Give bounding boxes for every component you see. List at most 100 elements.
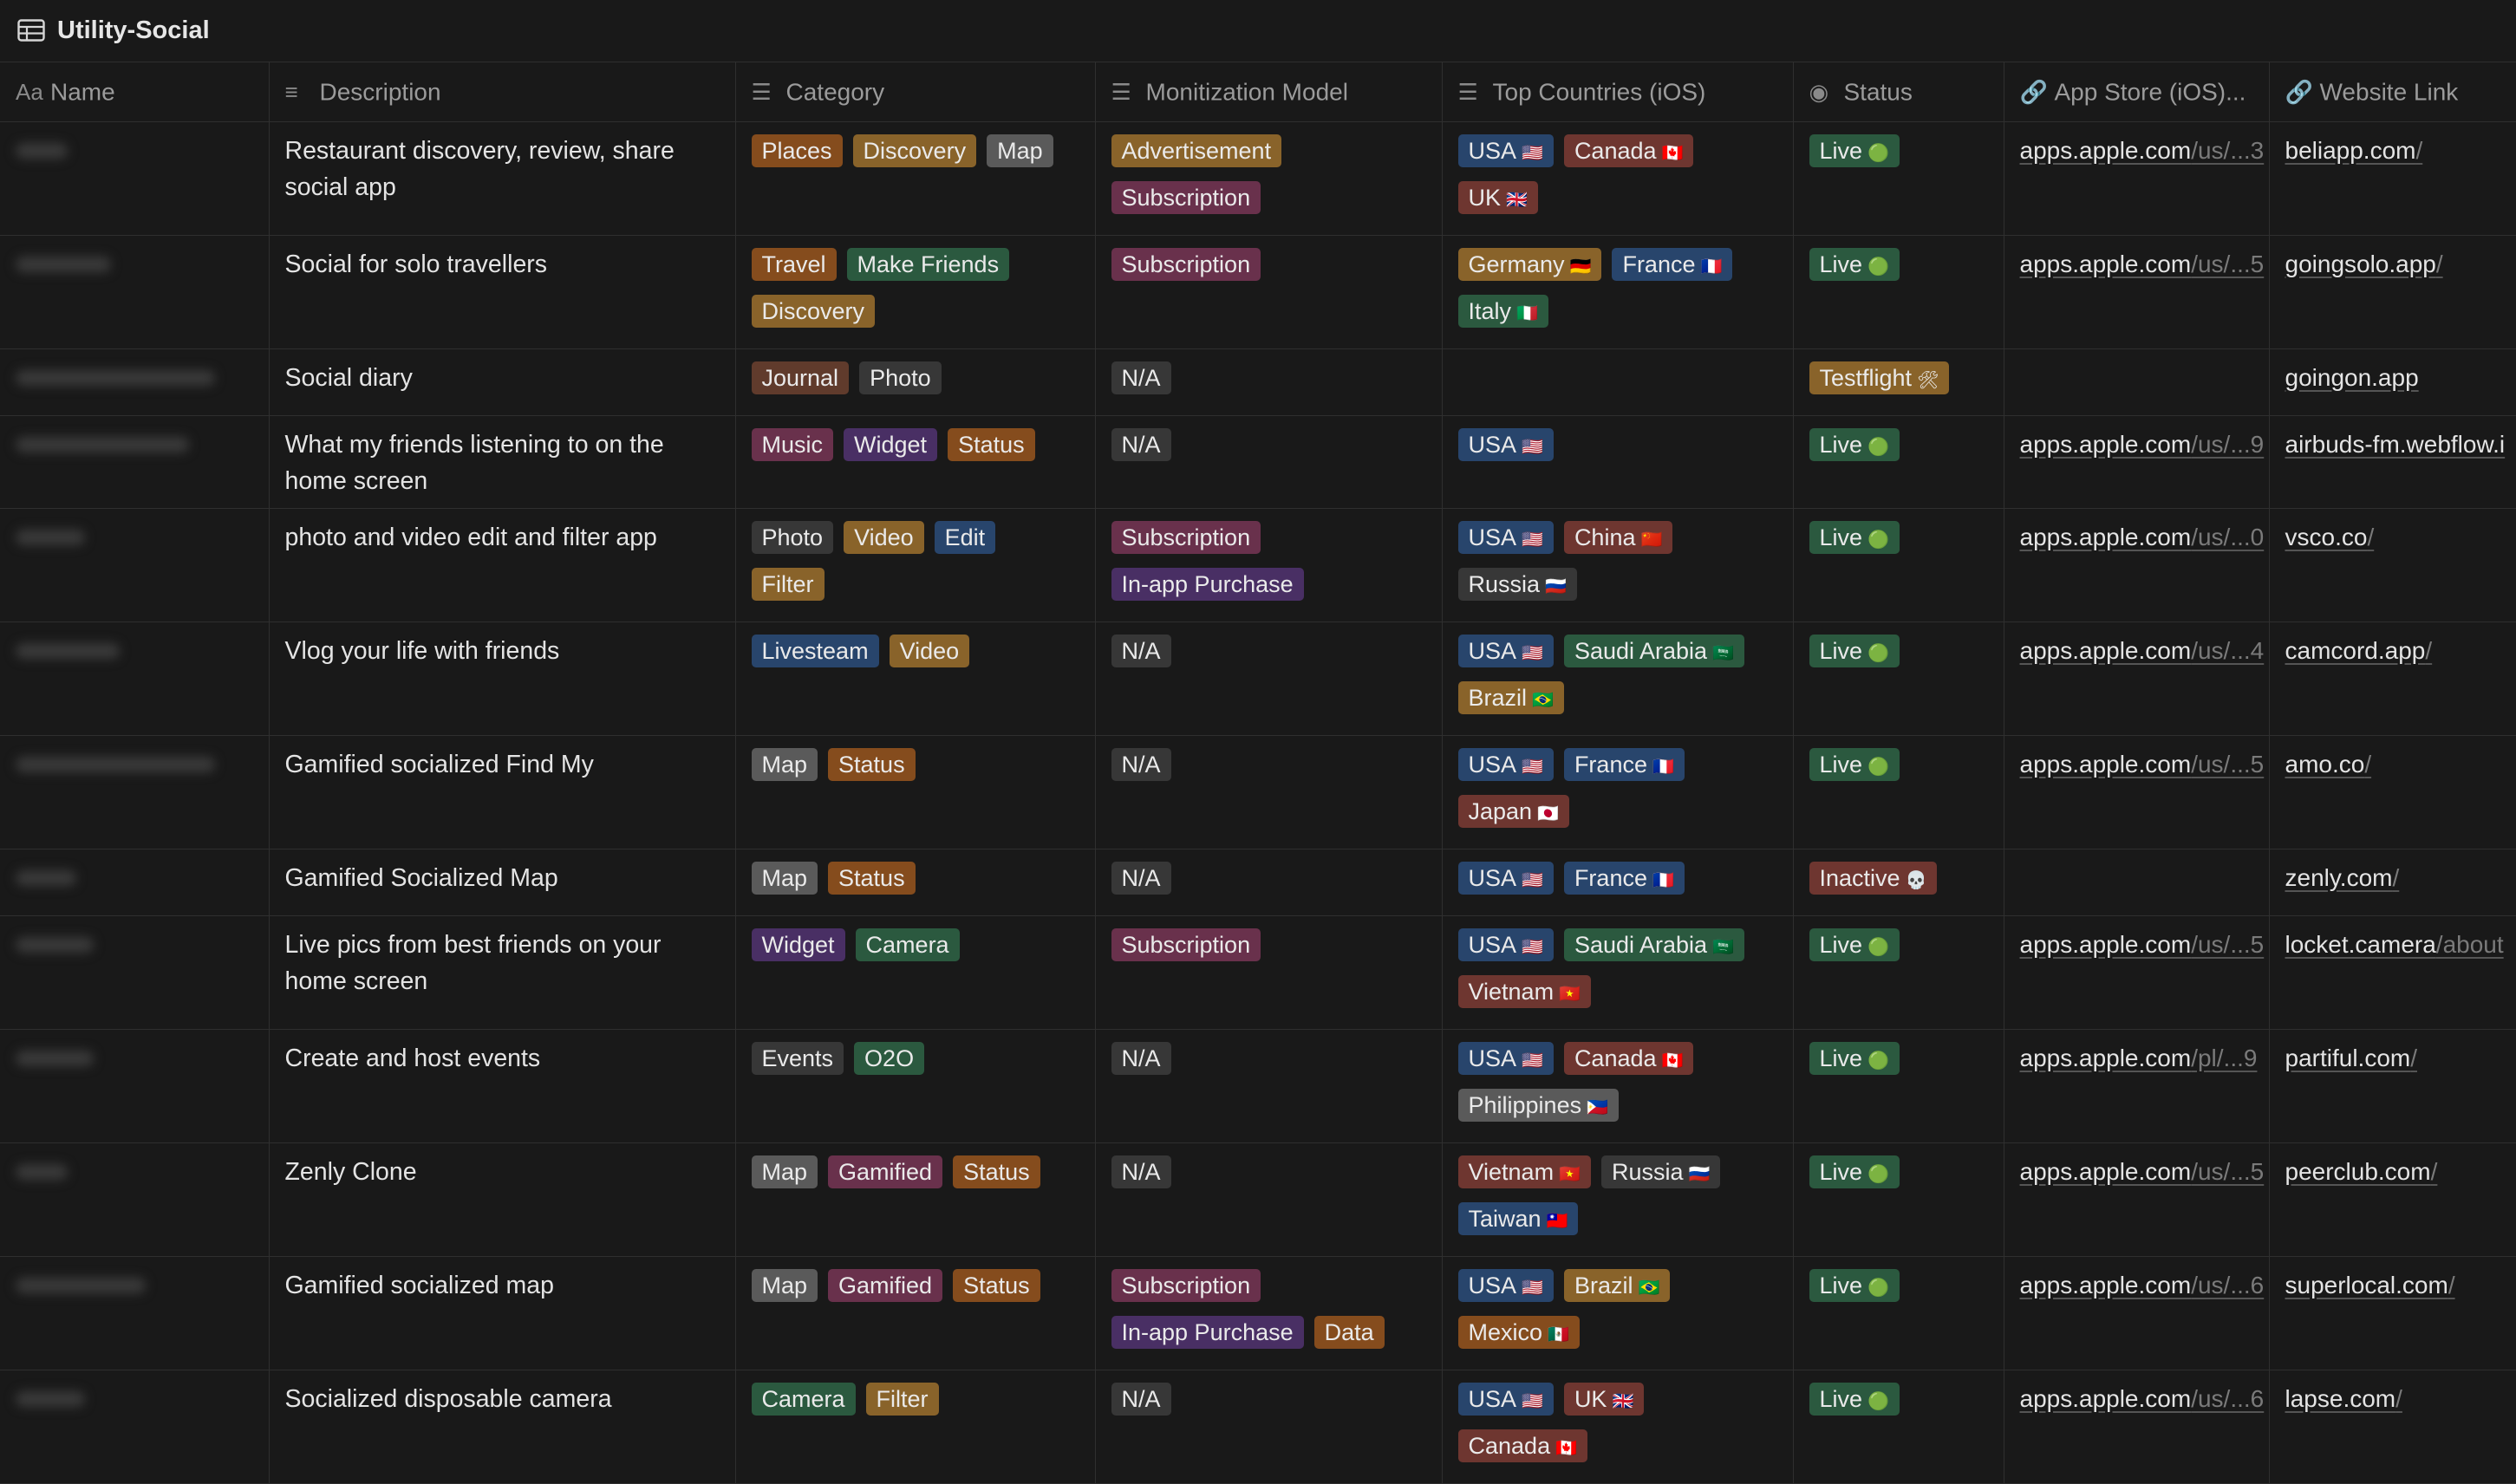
- table-row[interactable]: Vlog your life with friends Livesteam Vide…: [0, 622, 2516, 736]
- monetization-cell[interactable]: N/A: [1095, 1029, 1443, 1143]
- website-link[interactable]: airbuds-fm.webflow.i: [2285, 430, 2506, 458]
- name-cell-redacted[interactable]: [0, 508, 270, 622]
- status-cell[interactable]: Live 🟢: [1793, 1142, 2004, 1257]
- status-cell[interactable]: Live 🟢: [1793, 735, 2004, 849]
- status-cell[interactable]: Live 🟢: [1793, 1256, 2004, 1370]
- app-store-link[interactable]: apps.apple.com/us/...4: [2019, 636, 2265, 664]
- category-cell[interactable]: Widget Camera: [735, 915, 1096, 1030]
- description-cell[interactable]: Gamified socialized map: [269, 1256, 736, 1370]
- country-cell[interactable]: USA 🇺🇸 Saudi Arabia 🇸🇦 Vietnam 🇻🇳: [1442, 915, 1794, 1030]
- name-cell-redacted[interactable]: [0, 415, 270, 509]
- monetization-cell[interactable]: N/A: [1095, 622, 1443, 736]
- monetization-cell[interactable]: Subscription: [1095, 915, 1443, 1030]
- category-cell[interactable]: Camera Filter: [735, 1370, 1096, 1484]
- app-store-link-cell[interactable]: apps.apple.com/us/...3: [2004, 121, 2270, 236]
- app-store-link-cell[interactable]: apps.apple.com/us/...6: [2004, 1370, 2270, 1484]
- category-cell[interactable]: Map Gamified Status: [735, 1142, 1096, 1257]
- website-link-cell[interactable]: amo.co/: [2269, 735, 2516, 849]
- app-store-link-cell[interactable]: apps.apple.com/us/...9: [2004, 415, 2270, 509]
- website-link[interactable]: amo.co/: [2285, 750, 2372, 778]
- monetization-cell[interactable]: N/A: [1095, 415, 1443, 509]
- description-cell[interactable]: Zenly Clone: [269, 1142, 736, 1257]
- category-cell[interactable]: Places Discovery Map: [735, 121, 1096, 236]
- monetization-cell[interactable]: N/A: [1095, 735, 1443, 849]
- table-row[interactable]: photo and video edit and filter app Photo…: [0, 508, 2516, 622]
- name-cell-redacted[interactable]: [0, 121, 270, 236]
- name-cell-redacted[interactable]: [0, 622, 270, 736]
- monetization-cell[interactable]: N/A: [1095, 348, 1443, 416]
- website-link[interactable]: partiful.com/: [2285, 1044, 2418, 1071]
- app-store-link[interactable]: apps.apple.com/us/...5: [2019, 930, 2265, 958]
- website-link-cell[interactable]: partiful.com/: [2269, 1029, 2516, 1143]
- website-link[interactable]: locket.camera/about: [2285, 930, 2504, 958]
- name-cell-redacted[interactable]: [0, 735, 270, 849]
- country-cell[interactable]: USA 🇺🇸 Canada 🇨🇦 UK 🇬🇧: [1442, 121, 1794, 236]
- table-row[interactable]: What my friends listening to on the home…: [0, 415, 2516, 509]
- table-row[interactable]: Gamified socialized Find My Map Status N/A U…: [0, 735, 2516, 849]
- status-cell[interactable]: Live 🟢: [1793, 235, 2004, 349]
- monetization-cell[interactable]: Subscription In-app Purchase: [1095, 508, 1443, 622]
- website-link-cell[interactable]: beliapp.com/: [2269, 121, 2516, 236]
- category-cell[interactable]: Map Status: [735, 735, 1096, 849]
- description-cell[interactable]: Social for solo travellers: [269, 235, 736, 349]
- description-cell[interactable]: Vlog your life with friends: [269, 622, 736, 736]
- table-row[interactable]: Social diary Journal Photo N/A Testflight 🛠 go…: [0, 348, 2516, 416]
- website-link[interactable]: vsco.co/: [2285, 523, 2375, 550]
- description-cell[interactable]: Socialized disposable camera: [269, 1370, 736, 1484]
- column-header-app-store-ios-[interactable]: 🔗 App Store (iOS)...: [2004, 62, 2270, 122]
- app-store-link-cell[interactable]: [2004, 348, 2270, 416]
- monetization-cell[interactable]: Subscription In-app Purchase Data: [1095, 1256, 1443, 1370]
- monetization-cell[interactable]: Advertisement Subscription: [1095, 121, 1443, 236]
- category-cell[interactable]: Travel Make Friends Discovery: [735, 235, 1096, 349]
- website-link-cell[interactable]: lapse.com/: [2269, 1370, 2516, 1484]
- app-store-link-cell[interactable]: apps.apple.com/us/...6: [2004, 1256, 2270, 1370]
- website-link-cell[interactable]: camcord.app/: [2269, 622, 2516, 736]
- column-header-name[interactable]: Aa Name: [0, 62, 270, 122]
- app-store-link[interactable]: apps.apple.com/us/...9: [2019, 430, 2265, 458]
- category-cell[interactable]: Events O2O: [735, 1029, 1096, 1143]
- description-cell[interactable]: Create and host events: [269, 1029, 736, 1143]
- page-title[interactable]: Utility-Social: [57, 16, 210, 44]
- name-cell-redacted[interactable]: [0, 849, 270, 916]
- country-cell[interactable]: [1442, 348, 1794, 416]
- monetization-cell[interactable]: N/A: [1095, 849, 1443, 916]
- country-cell[interactable]: USA 🇺🇸 Brazil 🇧🇷 Mexico 🇲🇽: [1442, 1256, 1794, 1370]
- website-link[interactable]: zenly.com/: [2285, 863, 2400, 891]
- app-store-link-cell[interactable]: apps.apple.com/us/...0: [2004, 508, 2270, 622]
- website-link-cell[interactable]: vsco.co/: [2269, 508, 2516, 622]
- table-row[interactable]: Live pics from best friends on your home…: [0, 915, 2516, 1030]
- country-cell[interactable]: USA 🇺🇸: [1442, 415, 1794, 509]
- app-store-link[interactable]: apps.apple.com/us/...5: [2019, 250, 2265, 277]
- app-store-link-cell[interactable]: apps.apple.com/us/...4: [2004, 622, 2270, 736]
- name-cell-redacted[interactable]: [0, 348, 270, 416]
- app-store-link[interactable]: apps.apple.com/us/...6: [2019, 1271, 2265, 1298]
- table-row[interactable]: Create and host events Events O2O N/A USA 🇺🇸 C…: [0, 1029, 2516, 1143]
- website-link[interactable]: superlocal.com/: [2285, 1271, 2455, 1298]
- website-link-cell[interactable]: locket.camera/about: [2269, 915, 2516, 1030]
- status-cell[interactable]: Live 🟢: [1793, 121, 2004, 236]
- table-row[interactable]: Socialized disposable camera Camera Filter…: [0, 1370, 2516, 1484]
- status-cell[interactable]: Live 🟢: [1793, 508, 2004, 622]
- country-cell[interactable]: Vietnam 🇻🇳 Russia 🇷🇺 Taiwan 🇹🇼: [1442, 1142, 1794, 1257]
- country-cell[interactable]: USA 🇺🇸 Canada 🇨🇦 Philippines 🇵🇭: [1442, 1029, 1794, 1143]
- website-link-cell[interactable]: zenly.com/: [2269, 849, 2516, 916]
- description-cell[interactable]: Gamified socialized Find My: [269, 735, 736, 849]
- category-cell[interactable]: Map Gamified Status: [735, 1256, 1096, 1370]
- name-cell-redacted[interactable]: [0, 1029, 270, 1143]
- status-cell[interactable]: Testflight 🛠: [1793, 348, 2004, 416]
- app-store-link-cell[interactable]: [2004, 849, 2270, 916]
- category-cell[interactable]: Journal Photo: [735, 348, 1096, 416]
- country-cell[interactable]: USA 🇺🇸 France 🇫🇷 Japan 🇯🇵: [1442, 735, 1794, 849]
- description-cell[interactable]: photo and video edit and filter app: [269, 508, 736, 622]
- website-link[interactable]: lapse.com/: [2285, 1384, 2402, 1412]
- app-store-link-cell[interactable]: apps.apple.com/us/...5: [2004, 1142, 2270, 1257]
- name-cell-redacted[interactable]: [0, 915, 270, 1030]
- website-link-cell[interactable]: peerclub.com/: [2269, 1142, 2516, 1257]
- column-header-website-link[interactable]: 🔗 Website Link: [2269, 62, 2516, 122]
- status-cell[interactable]: Live 🟢: [1793, 1370, 2004, 1484]
- app-store-link[interactable]: apps.apple.com/us/...0: [2019, 523, 2265, 550]
- category-cell[interactable]: Music Widget Status: [735, 415, 1096, 509]
- country-cell[interactable]: USA 🇺🇸 Saudi Arabia 🇸🇦 Brazil 🇧🇷: [1442, 622, 1794, 736]
- country-cell[interactable]: Germany 🇩🇪 France 🇫🇷 Italy 🇮🇹: [1442, 235, 1794, 349]
- column-header-category[interactable]: ☰ Category: [735, 62, 1096, 122]
